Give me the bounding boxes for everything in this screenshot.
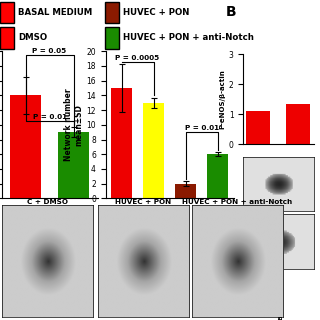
Text: DMSO: DMSO (18, 33, 47, 42)
Text: C + DMSO: C + DMSO (27, 199, 68, 204)
Y-axis label: P-eNOS/β-actin: P-eNOS/β-actin (220, 69, 226, 129)
Text: HUVEC + PON + anti-Notch: HUVEC + PON + anti-Notch (182, 199, 293, 204)
Bar (175, 184, 196, 198)
Bar (207, 154, 228, 198)
Bar (58, 132, 89, 198)
Bar (286, 104, 310, 144)
FancyBboxPatch shape (105, 2, 119, 23)
FancyBboxPatch shape (0, 27, 14, 49)
Text: HUVEC + PON + anti-Notch: HUVEC + PON + anti-Notch (123, 33, 254, 42)
Bar (111, 88, 132, 198)
Text: BASAL MEDIUM: BASAL MEDIUM (18, 8, 92, 17)
Y-axis label: Network number
mean±SD: Network number mean±SD (64, 89, 84, 161)
Text: BASAL MEDIUM: BASAL MEDIUM (279, 265, 284, 320)
FancyBboxPatch shape (0, 2, 14, 23)
FancyBboxPatch shape (105, 27, 119, 49)
Text: P = 0.01: P = 0.01 (185, 125, 219, 131)
Bar (143, 103, 164, 198)
Bar (10, 95, 41, 198)
Text: P = 0.0005: P = 0.0005 (116, 55, 160, 61)
Bar (246, 111, 270, 144)
Text: P = 0.01: P = 0.01 (33, 114, 67, 120)
Text: HUVEC + PON: HUVEC + PON (115, 199, 171, 204)
Text: B: B (226, 5, 236, 19)
Text: P = 0.05: P = 0.05 (32, 48, 67, 54)
Text: HUVEC + PON: HUVEC + PON (123, 8, 190, 17)
